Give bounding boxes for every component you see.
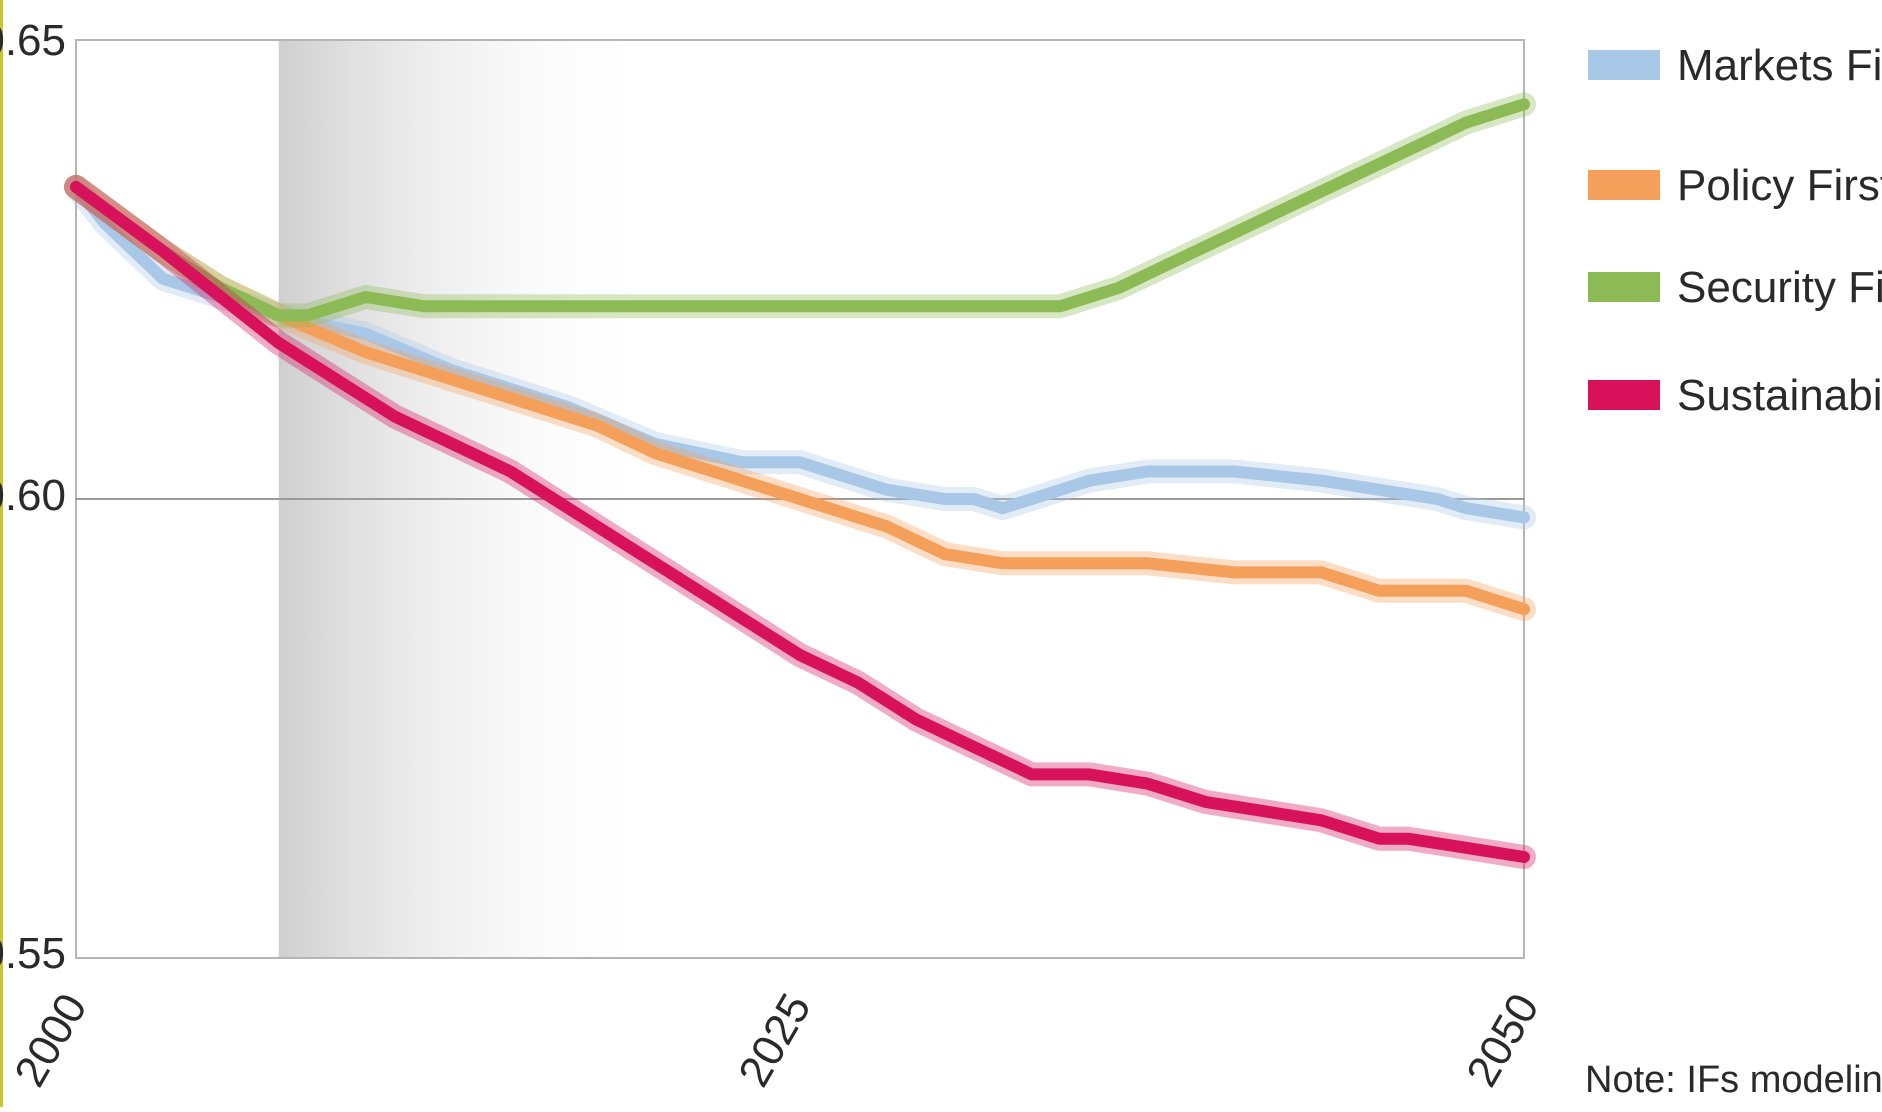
- legend: Markets First Policy First Security Firs…: [1588, 41, 1882, 420]
- legend-swatch-security-first: [1588, 272, 1660, 302]
- x-tick-label: 2000: [5, 986, 96, 1095]
- legend-label: Markets First: [1677, 41, 1882, 90]
- series-line-sustainability-first: [70, 180, 1530, 863]
- series-line-policy-first: [70, 180, 1530, 616]
- legend-label: Sustainability First: [1677, 371, 1882, 420]
- left-edge-accent: [0, 0, 3, 1107]
- legend-swatch-sustainability-first: [1588, 380, 1660, 410]
- series-layer: [64, 92, 1536, 869]
- series-line-security-first: [70, 98, 1530, 322]
- legend-label: Security First: [1677, 263, 1882, 312]
- legend-label: Policy First: [1677, 161, 1882, 210]
- x-tick-label: 2050: [1457, 986, 1548, 1095]
- y-axis: 0.65 0.60 0.55: [0, 16, 66, 978]
- x-tick-label: 2025: [729, 986, 820, 1095]
- x-axis: 2000 2025 2050: [5, 986, 1548, 1095]
- legend-swatch-policy-first: [1588, 170, 1660, 200]
- y-tick-label: 0.60: [0, 471, 66, 520]
- chart-note: Note: IFs modeling results.: [1585, 1059, 1882, 1101]
- legend-swatch-markets-first: [1588, 50, 1660, 80]
- y-tick-label: 0.65: [0, 16, 66, 65]
- y-tick-label: 0.55: [0, 929, 66, 978]
